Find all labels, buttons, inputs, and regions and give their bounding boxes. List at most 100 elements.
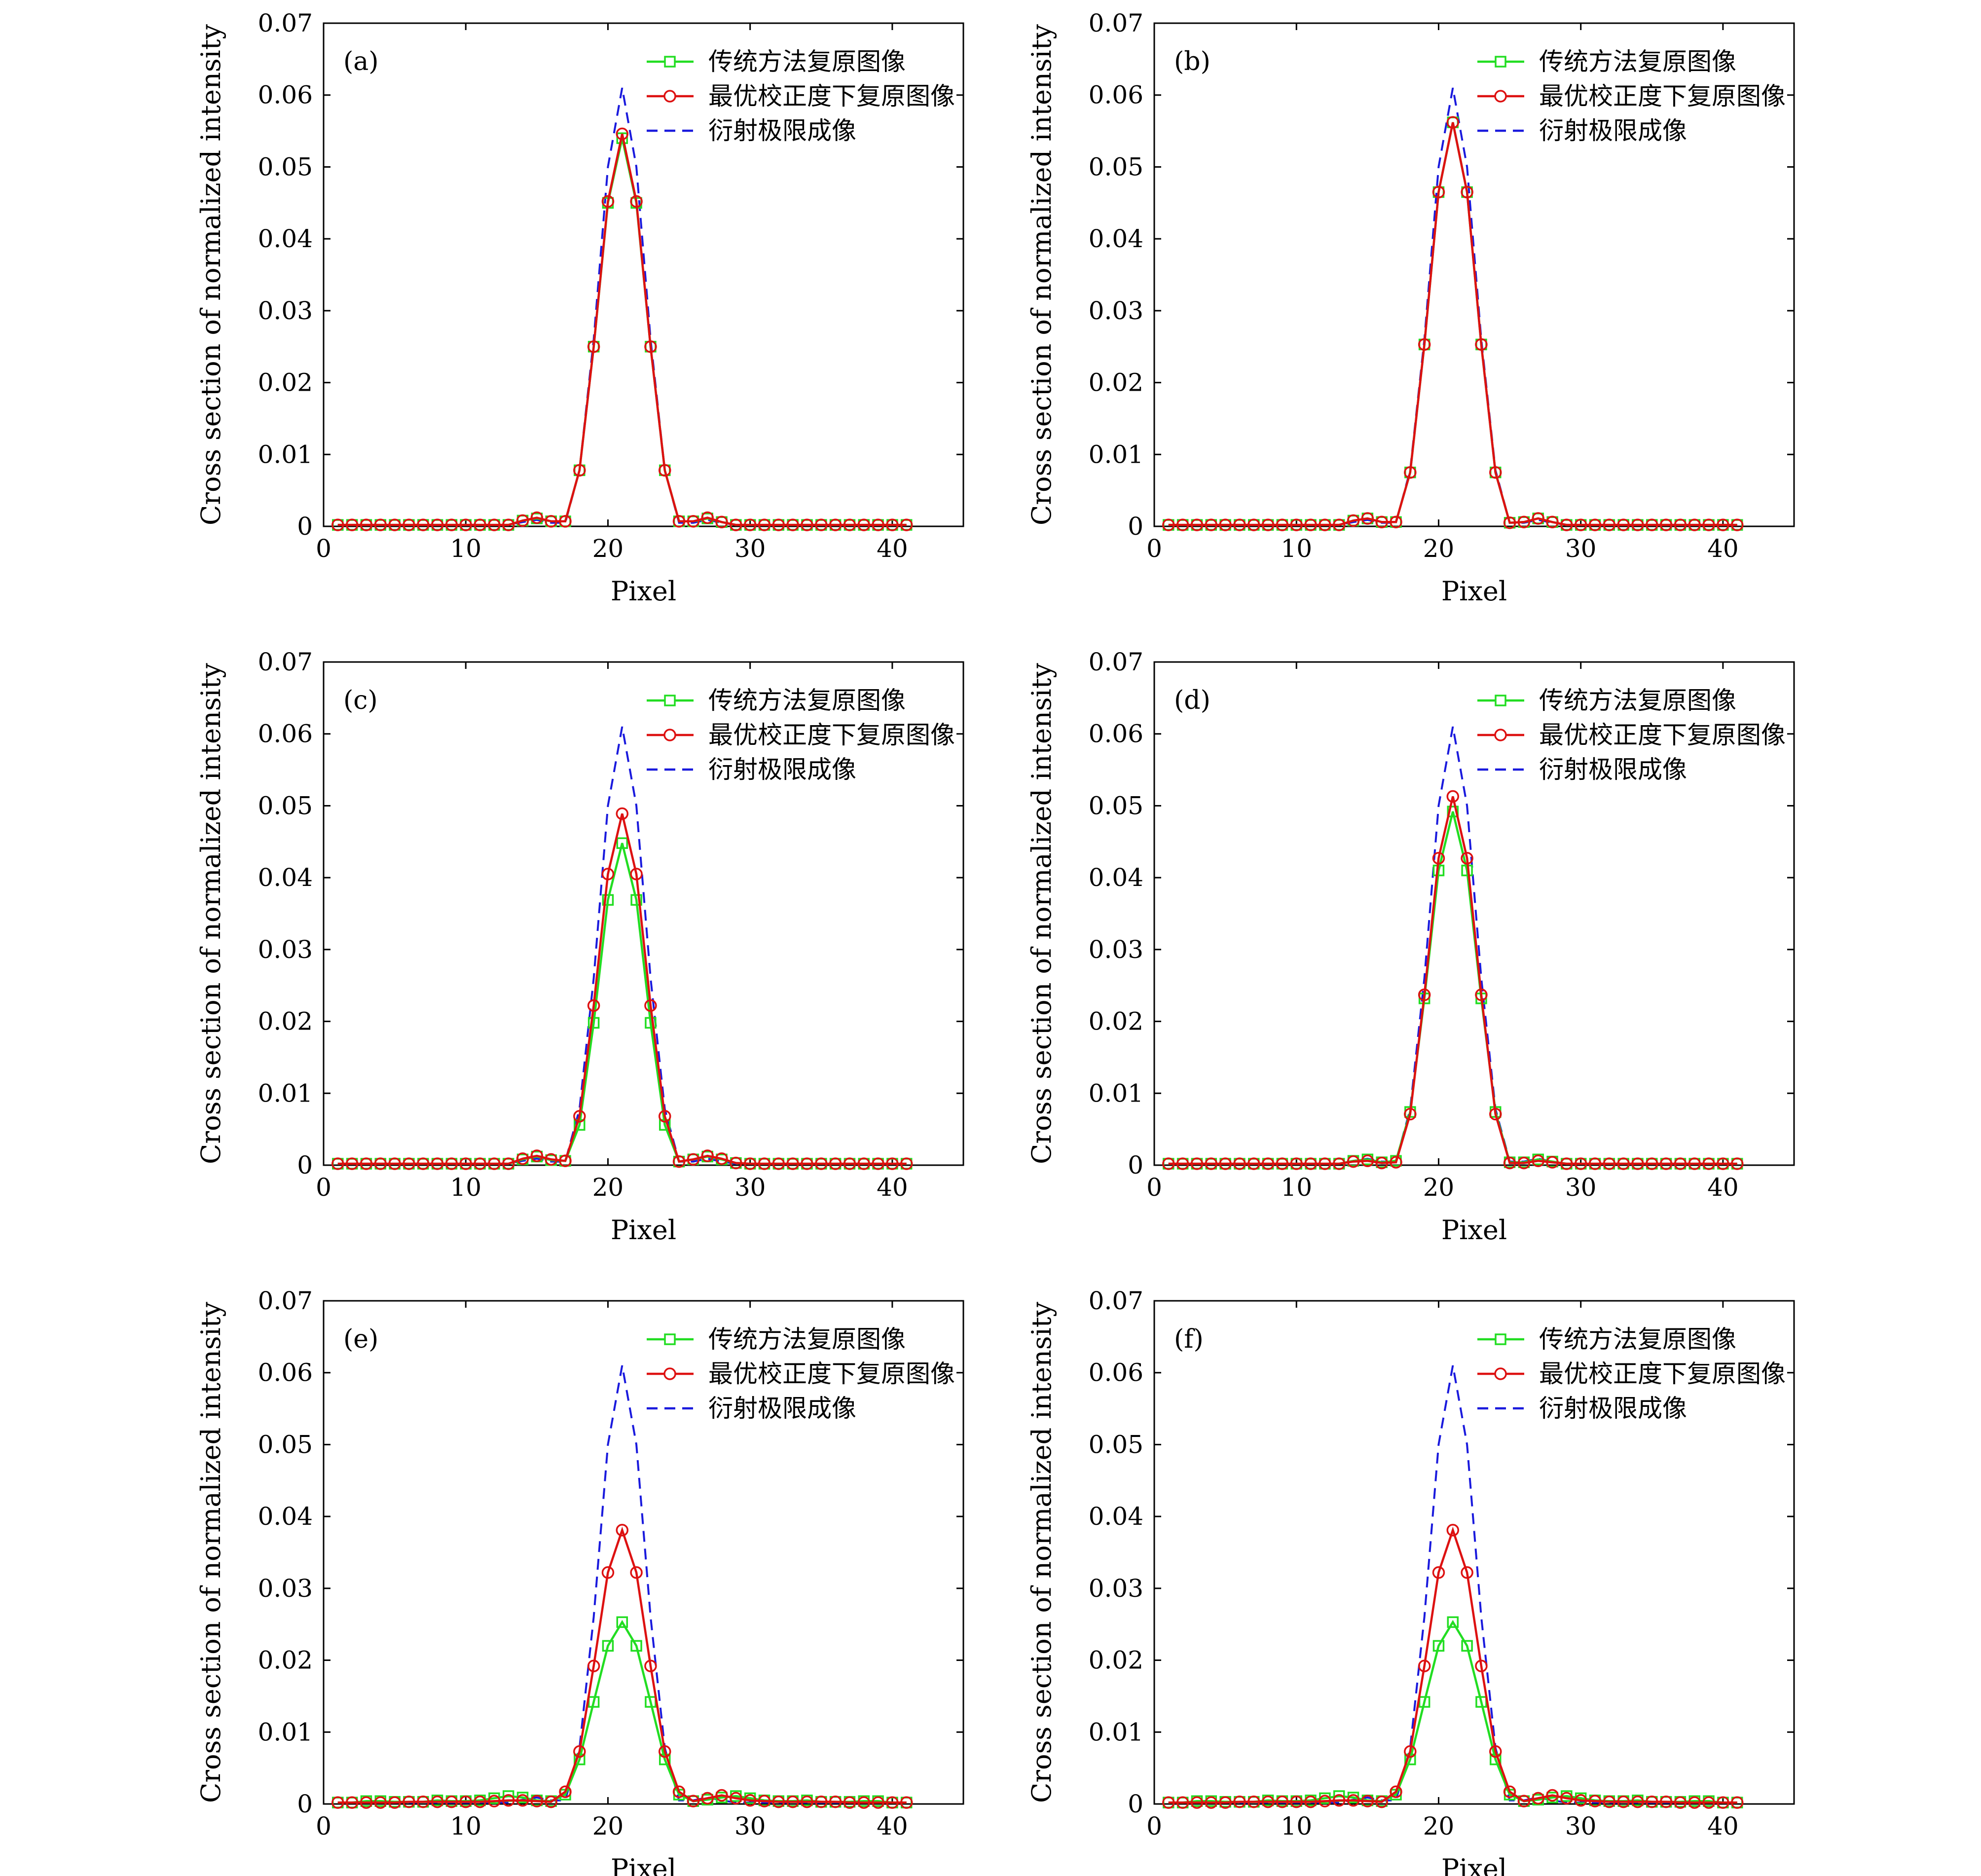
- data-point-circle: [829, 518, 842, 531]
- x-tick-label: 0: [1146, 534, 1162, 563]
- data-point-circle: [431, 518, 444, 531]
- data-point-circle: [1361, 1154, 1374, 1168]
- data-point-circle: [1319, 518, 1331, 531]
- legend-entry: 衍射极限成像: [647, 116, 856, 145]
- legend-entry: 衍射极限成像: [1477, 116, 1687, 145]
- y-axis-label: Cross section of normalized intensity: [195, 24, 226, 525]
- data-point-circle: [331, 1157, 344, 1170]
- data-point-circle: [786, 518, 799, 531]
- series-line: [1168, 726, 1737, 1165]
- data-point-circle: [1702, 1157, 1715, 1170]
- y-tick-label: 0.07: [1089, 1287, 1143, 1315]
- data-point-circle: [1361, 1795, 1374, 1807]
- y-tick-label: 0.02: [1089, 1646, 1143, 1675]
- legend-entry: 衍射极限成像: [1477, 1394, 1687, 1423]
- data-point-circle: [630, 195, 643, 208]
- y-tick-label: 0.07: [1089, 648, 1143, 676]
- data-point-circle: [1361, 512, 1374, 525]
- legend-marker-circle: [663, 90, 676, 103]
- data-point-circle: [1702, 1796, 1715, 1809]
- data-point-circle: [857, 518, 870, 531]
- data-point-circle: [601, 195, 615, 208]
- y-tick-label: 0.05: [258, 791, 313, 820]
- series-diffraction-limit: [337, 726, 907, 1165]
- series-line: [1168, 1526, 1737, 1804]
- y-tick-label: 0.06: [258, 81, 313, 110]
- y-axis-label: Cross section of normalized intensity: [195, 662, 226, 1164]
- data-point-circle: [886, 1796, 899, 1809]
- legend-marker-circle: [1494, 729, 1507, 741]
- legend-entry: 最优校正度下复原图像: [647, 721, 955, 749]
- series-line: [1168, 796, 1737, 1165]
- data-point-circle: [474, 1157, 486, 1170]
- data-point-square: [630, 894, 642, 906]
- data-point-circle: [1532, 1792, 1544, 1805]
- data-point-circle: [758, 518, 771, 531]
- data-point-circle: [1688, 1157, 1701, 1170]
- legend-marker-square: [664, 56, 676, 68]
- legend-label: 最优校正度下复原图像: [708, 721, 955, 749]
- y-tick-label: 0.03: [258, 935, 313, 964]
- data-point-circle: [1332, 1794, 1346, 1807]
- data-point-circle: [1646, 518, 1658, 531]
- legend-label: 衍射极限成像: [1539, 1394, 1687, 1423]
- data-point-circle: [658, 1745, 671, 1758]
- data-point-circle: [403, 1157, 415, 1170]
- y-axis-label: Cross section of normalized intensity: [1026, 1301, 1057, 1803]
- data-point-square: [1447, 806, 1459, 817]
- data-point-circle: [1659, 1795, 1673, 1808]
- data-point-circle: [331, 518, 344, 531]
- data-point-circle: [630, 1566, 643, 1579]
- data-point-circle: [1233, 518, 1246, 531]
- data-point-circle: [1205, 1796, 1218, 1809]
- series-line: [1168, 87, 1737, 526]
- x-axis-label: Pixel: [611, 576, 676, 607]
- data-point-circle: [1290, 1795, 1303, 1808]
- legend-entry: 衍射极限成像: [1477, 755, 1687, 784]
- y-tick-label: 0.05: [258, 152, 313, 181]
- y-tick-label: 0.01: [1089, 1079, 1143, 1107]
- data-point-circle: [530, 511, 544, 524]
- data-point-circle: [1688, 1796, 1701, 1809]
- data-point-circle: [587, 999, 600, 1012]
- data-point-circle: [1162, 1796, 1175, 1809]
- series-line: [337, 87, 907, 526]
- data-point-circle: [1319, 1157, 1331, 1170]
- x-axis-label: Pixel: [611, 1214, 676, 1246]
- data-point-circle: [1390, 1156, 1402, 1169]
- data-point-circle: [360, 518, 373, 531]
- data-point-circle: [545, 1795, 557, 1808]
- panel-label: (e): [343, 1324, 378, 1354]
- data-point-circle: [1304, 1795, 1317, 1808]
- data-point-circle: [1176, 518, 1189, 531]
- legend-entry: 衍射极限成像: [647, 755, 856, 784]
- series-line: [1168, 1619, 1737, 1804]
- y-tick-label: 0: [297, 512, 313, 541]
- y-tick-label: 0.01: [258, 1079, 313, 1107]
- x-tick-label: 20: [592, 1812, 624, 1840]
- data-point-circle: [417, 518, 430, 531]
- data-point-circle: [815, 1795, 828, 1808]
- data-point-circle: [1276, 1795, 1289, 1808]
- data-point-circle: [1347, 1794, 1360, 1807]
- data-point-circle: [474, 518, 486, 531]
- y-tick-label: 0.04: [1089, 1502, 1143, 1531]
- data-point-circle: [1461, 1566, 1473, 1579]
- data-point-circle: [403, 518, 415, 531]
- data-point-circle: [1546, 1156, 1559, 1169]
- data-point-circle: [1674, 1157, 1687, 1170]
- data-point-circle: [1517, 515, 1531, 529]
- data-point-circle: [1489, 1745, 1502, 1758]
- series-line: [337, 843, 907, 1165]
- data-point-circle: [388, 518, 401, 531]
- data-point-circle: [1418, 988, 1431, 1001]
- data-point-circle: [758, 1157, 771, 1170]
- x-tick-label: 30: [1565, 1812, 1597, 1840]
- legend-entry: 传统方法复原图像: [1477, 1325, 1736, 1354]
- data-point-circle: [445, 1795, 458, 1808]
- x-axis-label: Pixel: [1441, 1214, 1507, 1246]
- data-point-circle: [1546, 1789, 1559, 1802]
- data-point-circle: [445, 1157, 458, 1170]
- data-point-circle: [1162, 1157, 1175, 1170]
- legend-label: 衍射极限成像: [1539, 116, 1687, 145]
